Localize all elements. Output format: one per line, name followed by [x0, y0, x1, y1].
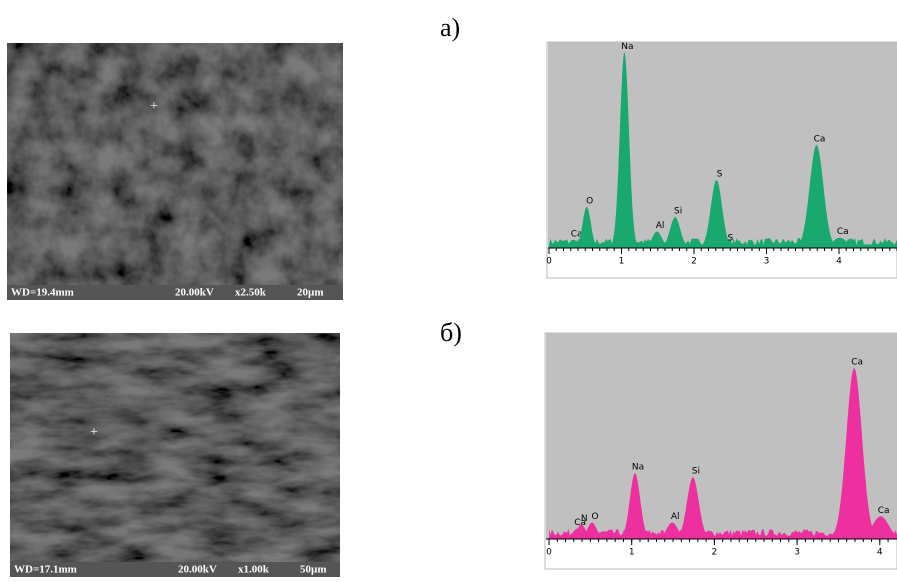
x-tick-label: 4 [836, 257, 842, 267]
panel-label: б) [440, 318, 462, 347]
sem-info: 50µm [300, 564, 327, 576]
sem-info: x2.50k [235, 287, 267, 299]
sem-info: WD=17.1mm [14, 564, 77, 576]
panel-label: а) [440, 13, 460, 42]
x-tick-label: 3 [794, 548, 800, 558]
peak-label: O [586, 196, 593, 206]
x-tick-label: 2 [691, 257, 697, 267]
peak-label: Ca [878, 506, 890, 516]
peak-label: O [591, 512, 598, 522]
x-tick-label: 1 [629, 548, 635, 558]
x-tick-label: 1 [619, 257, 625, 267]
x-tick-label: 0 [546, 548, 552, 558]
sem-info: 20.00kV [178, 564, 217, 576]
sem-info: 20µm [297, 287, 324, 299]
peak-label: S [717, 170, 723, 180]
sem-info: 20.00kV [175, 287, 214, 299]
peak-label: Ca [837, 227, 849, 237]
peak-label: Si [692, 467, 700, 477]
peak-label: N [581, 514, 588, 524]
peak-label: Na [621, 42, 633, 52]
peak-label: Al [671, 512, 680, 522]
peak-label: Si [674, 207, 682, 217]
x-tick-label: 4 [877, 548, 883, 558]
figure: а) + WD=19.4mm 20.00kV x2.50k 20µm Ca O Na Al Si S S… [0, 0, 897, 577]
cursor-mark: + [150, 99, 158, 114]
x-tick-label: 3 [764, 257, 770, 267]
cursor-mark: + [90, 425, 98, 440]
peak-label: S [727, 233, 733, 243]
sem-info: x1.00k [238, 564, 270, 576]
peak-label: Ca [814, 135, 826, 145]
x-tick-label: 2 [712, 548, 718, 558]
sem-image [7, 43, 343, 300]
sem-image [10, 333, 340, 577]
x-tick-label: 0 [546, 257, 552, 267]
sem-info: WD=19.4mm [11, 287, 74, 299]
peak-label: Al [656, 221, 665, 231]
peak-label: Ca [851, 358, 863, 368]
peak-label: Na [632, 463, 644, 473]
